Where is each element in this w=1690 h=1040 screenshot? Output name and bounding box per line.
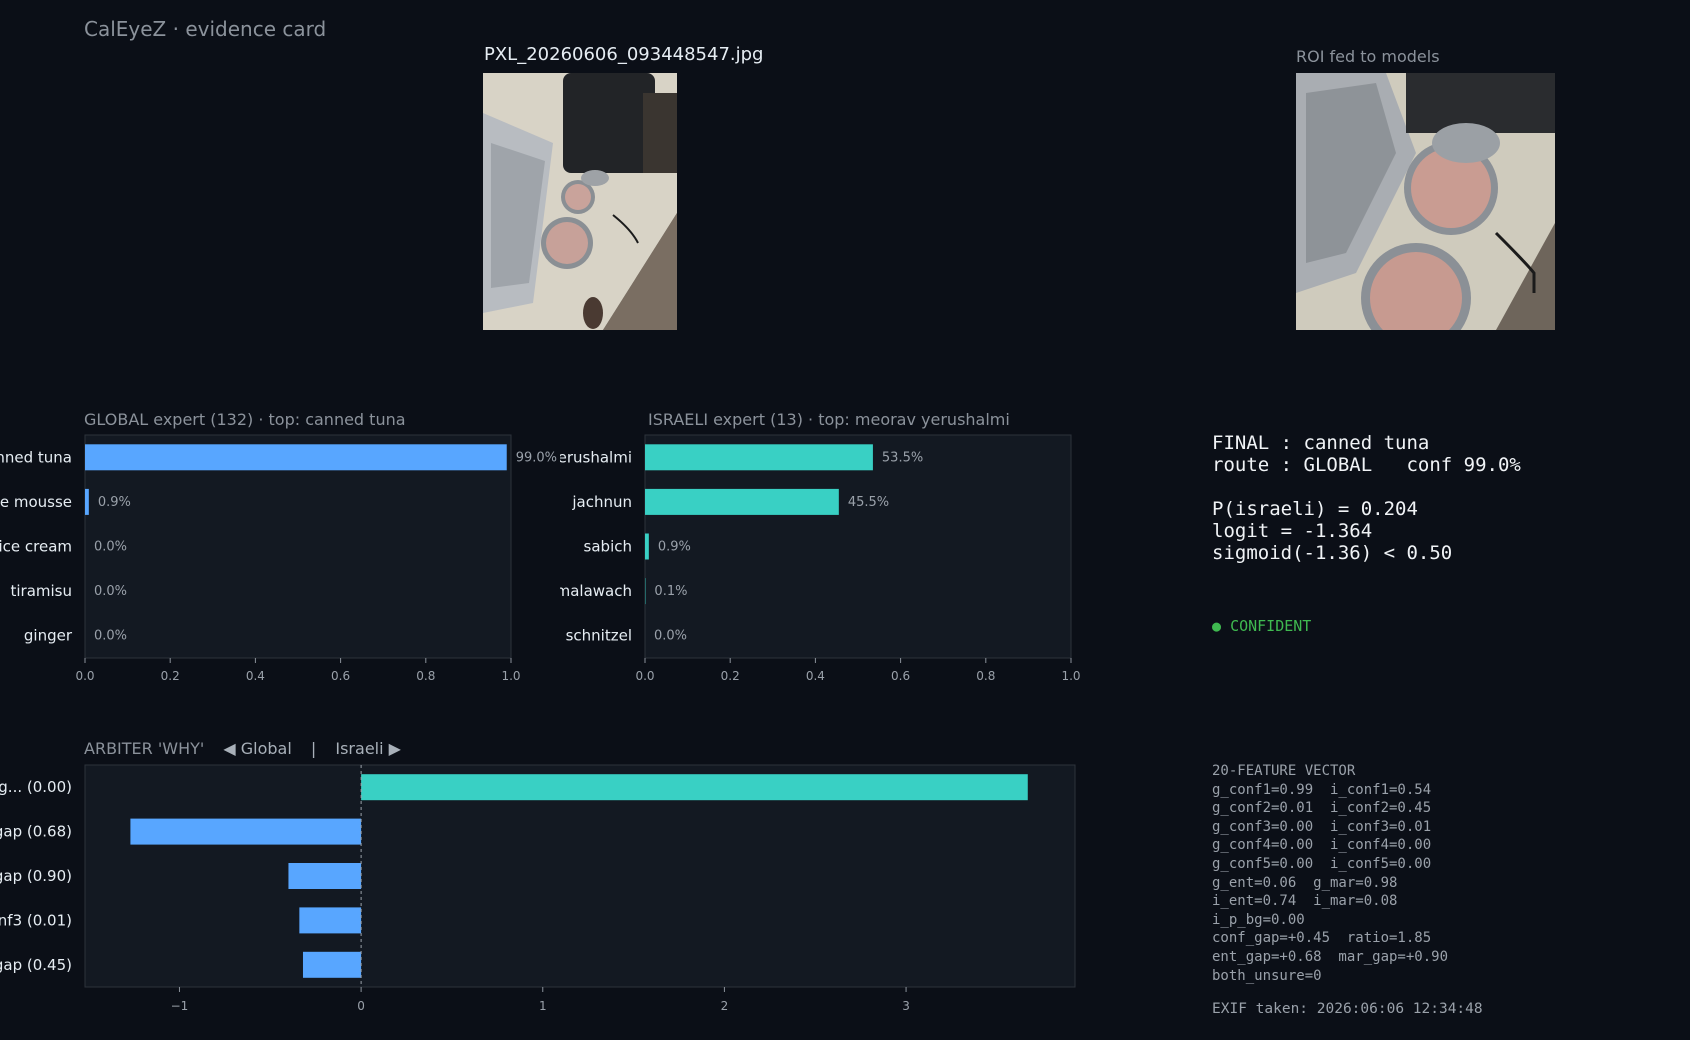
global-category-label: ginger (24, 627, 73, 645)
arbiter-separator: | (310, 739, 317, 758)
global-plot-area (84, 434, 512, 659)
global-value-label: 0.0% (94, 540, 127, 555)
feature-vector-line: i_ent=0.74 i_mar=0.08 (1212, 893, 1398, 910)
final-label-line: FINAL : canned tuna (1212, 432, 1430, 454)
israeli-tick-label: 1.0 (1061, 669, 1080, 683)
israeli-panel-title: ISRAELI expert (13) · top: meorav yerush… (648, 410, 1010, 429)
israeli-value-label: 53.5% (882, 450, 923, 465)
arbiter-title-text: ARBITER 'WHY' (84, 739, 205, 758)
israeli-tick-label: 0.4 (806, 669, 825, 683)
israeli-tick-label: 0.6 (891, 669, 910, 683)
global-value-label: 0.0% (94, 629, 127, 644)
global-category-label: canned tuna (0, 448, 72, 466)
final-logit-line: logit = -1.364 (1212, 520, 1373, 542)
arbiter-bar (130, 818, 362, 845)
global-category-label: tiramisu (10, 582, 72, 600)
global-category-label: ice cream (0, 538, 72, 556)
roi-image (1296, 73, 1555, 330)
arbiter-bar (302, 951, 362, 978)
israeli-value-label: 0.9% (658, 540, 691, 555)
israeli-expert-chart: 53.5% meorav yerushalmi 45.5% jachnun 0.9% sa… (560, 434, 1081, 683)
israeli-category-label: sabich (584, 538, 632, 556)
feature-vector-title: 20-FEATURE VECTOR (1212, 763, 1356, 779)
global-bar (85, 488, 89, 515)
arbiter-tick-label: 3 (902, 999, 910, 1013)
global-value-label: 99.0% (516, 450, 557, 465)
global-tick-label: 0.2 (161, 669, 180, 683)
final-route-line: route : GLOBAL conf 99.0% (1212, 454, 1521, 476)
status-dot-icon: ● (1212, 617, 1222, 635)
photo-thumbnail (483, 73, 677, 330)
israeli-category-label: schnitzel (566, 627, 632, 645)
israeli-plot-area (644, 434, 1072, 659)
arbiter-category-label: ...gap (0.90) (0, 867, 72, 885)
exif-timestamp: EXIF taken: 2026:06:06 12:34:48 (1212, 1001, 1483, 1017)
arbiter-chart: i_p_bg... (0.00) ...gap (0.68) ...gap (0.9… (0, 764, 1076, 1013)
global-bar (85, 444, 507, 471)
feature-vector-line: g_conf3=0.00 i_conf3=0.01 (1212, 818, 1432, 835)
israeli-value-label: 0.1% (654, 584, 687, 599)
global-panel-title: GLOBAL expert (132) · top: canned tuna (84, 410, 406, 429)
arbiter-tick-label: −1 (171, 999, 189, 1013)
feature-vector-line: g_conf5=0.00 i_conf5=0.00 (1212, 855, 1432, 872)
arbiter-panel-title: ARBITER 'WHY' ◀ Global | Israeli ▶ (84, 739, 401, 758)
arbiter-bar (361, 774, 1028, 801)
feature-vector-line: ent_gap=+0.68 mar_gap=+0.90 (1212, 948, 1449, 965)
final-sigmoid-line: sigmoid(-1.36) < 0.50 (1212, 542, 1453, 564)
arbiter-global-direction: ◀ Global (223, 739, 292, 758)
feature-vector-line: both_unsure=0 (1212, 967, 1322, 984)
global-tick-label: 0.0 (75, 669, 94, 683)
global-tick-label: 0.8 (416, 669, 435, 683)
arbiter-israeli-direction: Israeli ▶ (335, 739, 401, 758)
israeli-bar (645, 444, 873, 471)
israeli-bar (645, 488, 839, 515)
arbiter-category-label: i_p_bg... (0.00) (0, 778, 72, 797)
israeli-tick-label: 0.2 (721, 669, 740, 683)
feature-vector-line: g_conf2=0.01 i_conf2=0.45 (1212, 800, 1432, 817)
feature-vector-line: g_conf1=0.99 i_conf1=0.54 (1212, 781, 1432, 798)
status-badge: ● CONFIDENT (1212, 617, 1311, 635)
israeli-tick-label: 0.0 (635, 669, 654, 683)
global-category-label: chocolate mousse (0, 493, 72, 511)
feature-vector-line: i_p_bg=0.00 (1212, 911, 1305, 928)
feature-vector-line: conf_gap=+0.45 ratio=1.85 (1212, 930, 1432, 947)
israeli-category-label: meorav yerushalmi (560, 448, 632, 466)
app-title: CalEyeZ · evidence card (84, 17, 327, 41)
global-tick-label: 1.0 (501, 669, 520, 683)
global-value-label: 0.0% (94, 584, 127, 599)
roi-title: ROI fed to models (1296, 47, 1440, 66)
global-value-label: 0.9% (98, 495, 131, 510)
feature-vector-line: g_conf4=0.00 i_conf4=0.00 (1212, 837, 1432, 854)
final-verdict: FINAL : canned tuna route : GLOBAL conf … (1212, 432, 1521, 564)
arbiter-category-label: ...conf3 (0.01) (0, 911, 72, 929)
arbiter-plot-area (84, 764, 1076, 988)
arbiter-category-label: ...gap (0.45) (0, 956, 72, 974)
israeli-value-label: 0.0% (654, 629, 687, 644)
arbiter-tick-label: 0 (357, 999, 365, 1013)
israeli-category-label: jachnun (571, 493, 632, 511)
arbiter-tick-label: 1 (539, 999, 547, 1013)
photo-filename: PXL_20260606_093448547.jpg (484, 44, 764, 65)
status-label: CONFIDENT (1230, 617, 1312, 635)
final-p-israeli-line: P(israeli) = 0.204 (1212, 498, 1418, 520)
feature-vector-line: g_ent=0.06 g_mar=0.98 (1212, 874, 1398, 891)
feature-vector: 20-FEATURE VECTOR g_conf1=0.99 i_conf1=0.… (1212, 762, 1448, 985)
israeli-tick-label: 0.8 (976, 669, 995, 683)
israeli-bar (645, 533, 649, 560)
arbiter-bar (299, 907, 362, 934)
arbiter-category-label: ...gap (0.68) (0, 823, 72, 841)
global-expert-chart: 99.0% canned tuna 0.9% chocolate mousse 0.0%… (0, 434, 557, 683)
israeli-value-label: 45.5% (848, 495, 889, 510)
israeli-category-label: malawach (560, 582, 632, 600)
global-tick-label: 0.4 (246, 669, 265, 683)
arbiter-tick-label: 2 (721, 999, 729, 1013)
global-tick-label: 0.6 (331, 669, 350, 683)
arbiter-bar (288, 863, 362, 889)
